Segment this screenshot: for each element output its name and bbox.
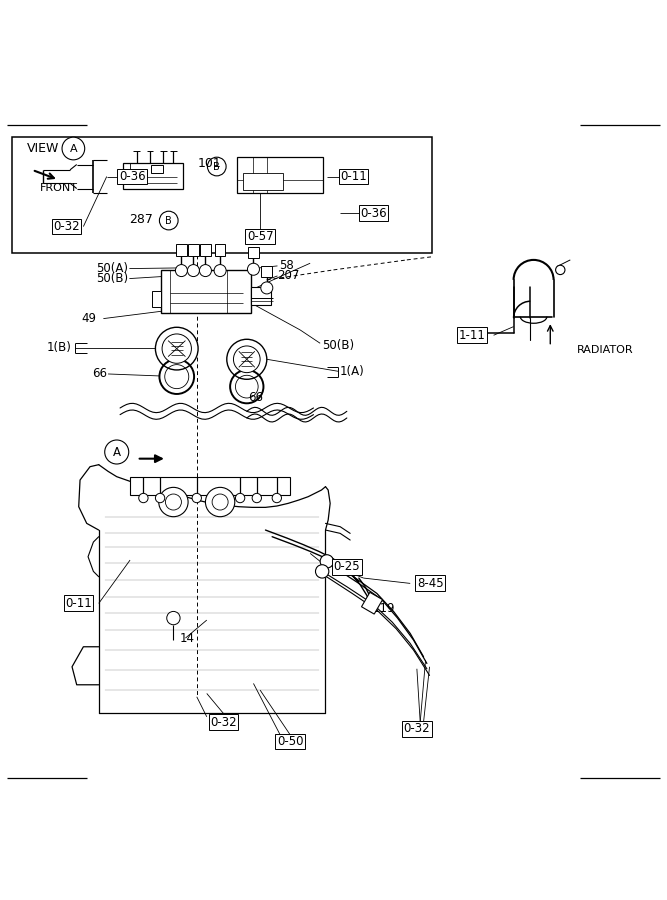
Circle shape	[235, 493, 245, 503]
Text: 0-11: 0-11	[340, 170, 367, 183]
Text: 1-11: 1-11	[459, 328, 486, 342]
Bar	[152, 292, 161, 307]
Text: 0-36: 0-36	[119, 170, 145, 183]
Text: 50(A): 50(A)	[96, 262, 128, 275]
Circle shape	[272, 493, 281, 503]
Circle shape	[159, 488, 188, 517]
Circle shape	[207, 158, 226, 176]
Bar	[251, 286, 271, 305]
Bar	[130, 477, 290, 495]
Circle shape	[233, 346, 260, 373]
Bar	[248, 248, 259, 258]
Text: 50(B): 50(B)	[322, 339, 354, 353]
Text: A: A	[69, 143, 77, 154]
Text: 207: 207	[277, 269, 300, 283]
Text: 50(B): 50(B)	[96, 272, 128, 285]
Text: 14: 14	[180, 632, 195, 644]
Circle shape	[105, 440, 129, 464]
Text: 1(A): 1(A)	[340, 364, 365, 378]
Text: 287: 287	[129, 213, 153, 227]
Text: 0-36: 0-36	[360, 207, 387, 220]
Circle shape	[252, 493, 261, 503]
Bar	[176, 244, 187, 256]
Circle shape	[247, 263, 259, 275]
Text: RADIATOR: RADIATOR	[577, 345, 634, 355]
Text: B: B	[213, 161, 220, 172]
Circle shape	[205, 488, 235, 517]
Text: 101: 101	[198, 157, 222, 170]
Circle shape	[167, 611, 180, 625]
Circle shape	[320, 554, 334, 568]
Circle shape	[212, 494, 228, 510]
Text: A: A	[113, 446, 121, 458]
Text: 66: 66	[248, 392, 263, 404]
Bar	[237, 157, 323, 194]
Bar	[188, 244, 199, 256]
Text: FRONT: FRONT	[40, 183, 78, 193]
Bar	[362, 592, 383, 614]
Text: 1(B): 1(B)	[47, 341, 72, 355]
Bar	[151, 166, 163, 173]
Bar	[243, 173, 283, 190]
Text: 0-50: 0-50	[277, 735, 303, 748]
Circle shape	[556, 266, 565, 274]
Text: 0-32: 0-32	[210, 716, 237, 729]
Bar	[123, 163, 183, 189]
Text: 0-32: 0-32	[53, 220, 80, 233]
Circle shape	[165, 494, 181, 510]
Circle shape	[159, 212, 178, 230]
Circle shape	[315, 564, 329, 578]
Text: 49: 49	[82, 312, 97, 325]
Circle shape	[62, 137, 85, 160]
Text: VIEW: VIEW	[27, 142, 59, 155]
Circle shape	[187, 265, 199, 276]
Circle shape	[261, 282, 273, 294]
Text: 0-32: 0-32	[404, 723, 430, 735]
Circle shape	[199, 265, 211, 276]
Circle shape	[139, 493, 148, 503]
Circle shape	[227, 339, 267, 379]
Text: 66: 66	[92, 367, 107, 381]
Text: B: B	[165, 216, 172, 226]
Text: 8-45: 8-45	[417, 577, 444, 590]
Circle shape	[214, 265, 226, 276]
Text: 119: 119	[372, 602, 395, 616]
Bar	[215, 244, 225, 256]
Circle shape	[155, 328, 198, 370]
Circle shape	[155, 493, 165, 503]
Text: 0-11: 0-11	[65, 597, 92, 610]
Text: 0-57: 0-57	[247, 230, 273, 243]
Circle shape	[175, 265, 187, 276]
Text: 0-25: 0-25	[334, 560, 360, 573]
Circle shape	[162, 334, 191, 364]
Bar	[12, 137, 432, 253]
Bar	[161, 270, 251, 313]
Text: 58: 58	[279, 259, 293, 273]
Bar	[200, 244, 211, 256]
Bar	[261, 266, 272, 276]
Circle shape	[192, 493, 201, 503]
